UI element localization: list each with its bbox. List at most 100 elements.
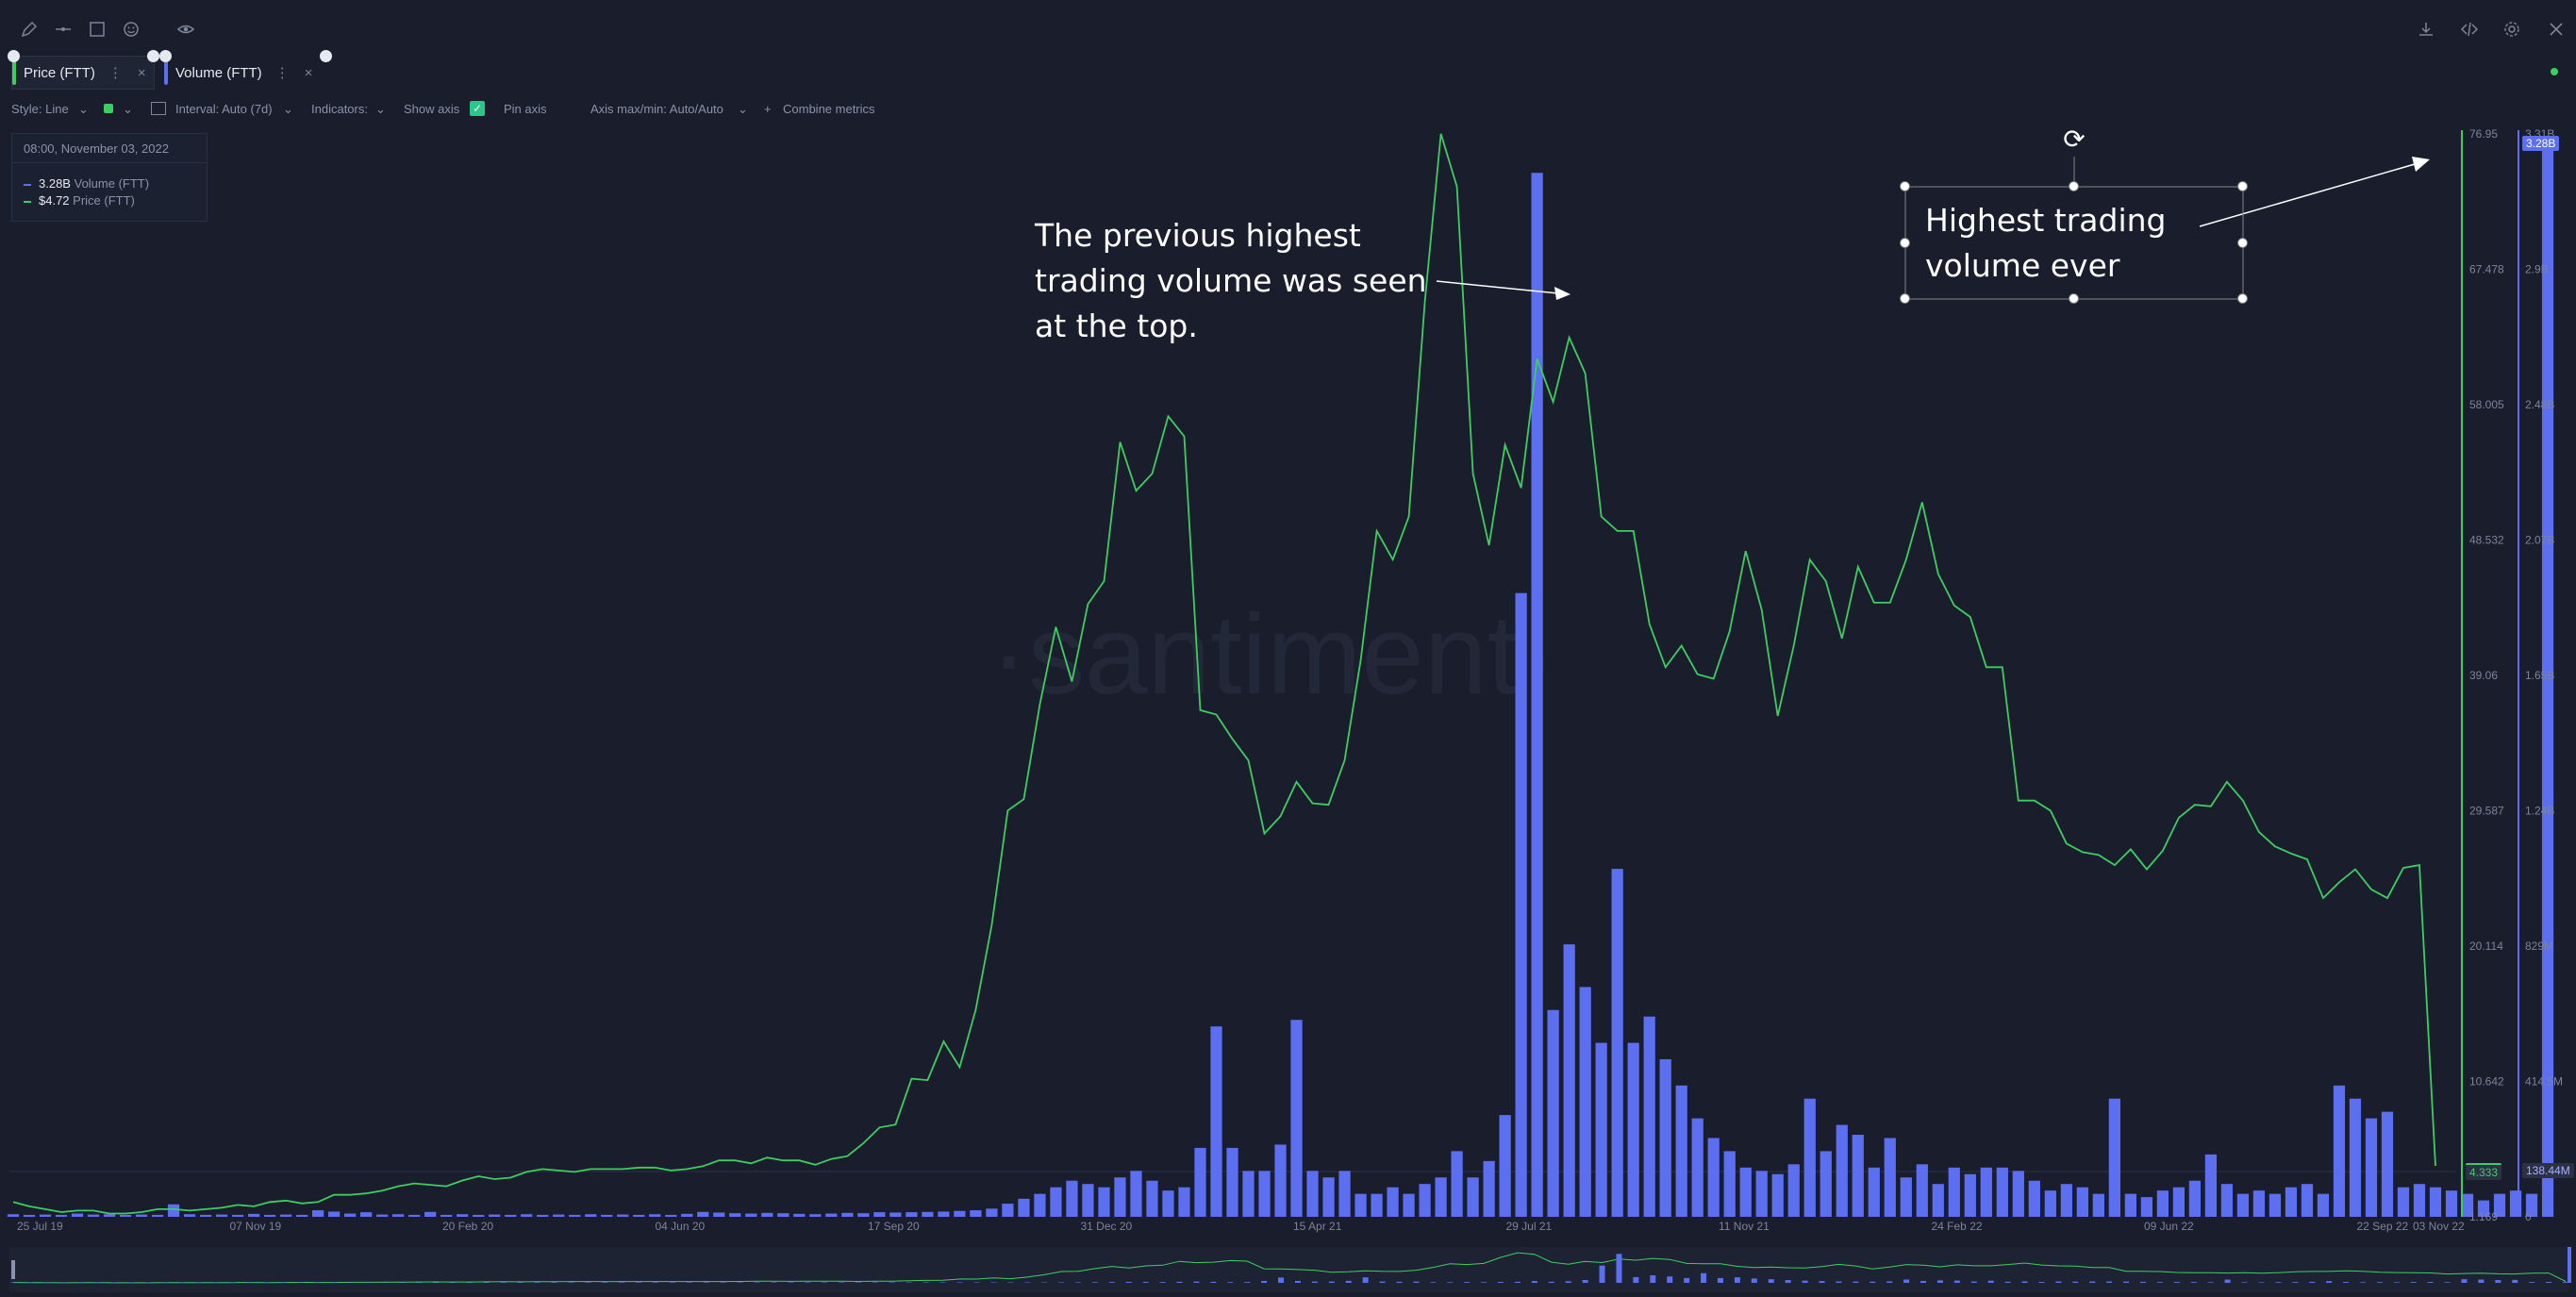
- navigator-volume-bar: [2139, 1281, 2146, 1283]
- annotation-highest-ever[interactable]: Highest trading volume ever: [1925, 198, 2166, 289]
- eye-icon[interactable]: [172, 15, 200, 43]
- navigator-volume-bar: [1886, 1281, 1893, 1283]
- volume-bar: [906, 1212, 918, 1217]
- more-icon[interactable]: ⋮: [108, 65, 123, 81]
- lock-icon[interactable]: [8, 50, 20, 62]
- volume-bar: [857, 1213, 870, 1217]
- note-icon[interactable]: [83, 15, 111, 43]
- x-axis-tick: 31 Dec 20: [1081, 1220, 1133, 1233]
- x-axis-tick: 11 Nov 21: [1719, 1220, 1770, 1233]
- navigator-volume-bar: [805, 1282, 811, 1283]
- navigator-volume-bar: [196, 1282, 203, 1283]
- price-axis-tick: 39.06: [2469, 669, 2498, 682]
- volume-bar: [1531, 173, 1543, 1217]
- more-icon[interactable]: ⋮: [274, 65, 290, 81]
- navigator-volume-bar: [2478, 1279, 2485, 1283]
- interval-select[interactable]: Interval: Auto (7d): [175, 102, 273, 116]
- gear-icon[interactable]: [2498, 15, 2526, 43]
- legend-volume: 3.28B Volume (FTT): [24, 176, 149, 191]
- volume-bar: [1499, 1115, 1511, 1217]
- resize-handle[interactable]: [1900, 181, 1910, 191]
- navigator-volume-bar: [2393, 1282, 2400, 1283]
- volume-bar: [2493, 1193, 2506, 1217]
- navigator-volume-bar: [2444, 1282, 2451, 1283]
- navigator-volume-bar: [1953, 1280, 1960, 1283]
- combine-metrics-button[interactable]: Combine metrics: [783, 102, 875, 116]
- resize-handle[interactable]: [2069, 293, 2079, 304]
- plus-icon[interactable]: +: [764, 102, 772, 116]
- navigator-volume-bar: [331, 1282, 338, 1283]
- volume-bar: [376, 1214, 389, 1217]
- navigator-volume-bar: [1548, 1281, 1554, 1283]
- legend-price: $4.72 Price (FTT): [24, 193, 135, 208]
- style-select[interactable]: Style: Line: [11, 102, 69, 116]
- navigator-volume-bar: [1294, 1280, 1301, 1283]
- axis-maxmin-select[interactable]: Axis max/min: Auto/Auto: [590, 102, 723, 116]
- chevron-down-icon[interactable]: ⌄: [375, 102, 386, 116]
- show-axis-label: Show axis: [404, 102, 460, 116]
- navigator-volume-bar: [2309, 1281, 2316, 1283]
- tab-volume[interactable]: Volume (FTT) ⋮ ×: [164, 56, 321, 90]
- horizontal-line-icon[interactable]: [49, 15, 77, 43]
- chevron-down-icon[interactable]: ⌄: [78, 102, 89, 116]
- navigator-volume-bar: [1870, 1281, 1876, 1283]
- navigator-volume-bar: [1498, 1282, 1504, 1283]
- lock-icon[interactable]: [159, 50, 172, 62]
- pin-axis-label[interactable]: Pin axis: [504, 102, 547, 116]
- lock-icon[interactable]: [147, 50, 159, 62]
- navigator-volume-bar: [1701, 1272, 1707, 1283]
- volume-bar: [1755, 1171, 1768, 1217]
- annotation-previous-high[interactable]: The previous highest trading volume was …: [1035, 213, 1427, 349]
- volume-bar: [2044, 1190, 2056, 1217]
- annotation-arrow-right: [2199, 163, 2416, 227]
- close-icon[interactable]: [2542, 15, 2570, 43]
- navigator-volume-bar: [1667, 1276, 1673, 1283]
- navigator-volume-bar: [754, 1282, 760, 1283]
- rotate-icon[interactable]: ⟳: [2063, 125, 2086, 154]
- navigator-volume-bar: [856, 1282, 862, 1283]
- navigator-volume-bar: [1041, 1282, 1048, 1283]
- color-swatch[interactable]: [104, 104, 113, 113]
- resize-handle[interactable]: [2069, 181, 2079, 191]
- chevron-down-icon[interactable]: ⌄: [738, 102, 748, 116]
- volume-axis-tick: 1.65B: [2525, 669, 2554, 682]
- volume-bar: [2108, 1098, 2120, 1217]
- navigator-volume-bar: [2241, 1282, 2248, 1283]
- volume-bar: [279, 1214, 292, 1217]
- close-icon[interactable]: ×: [304, 64, 313, 81]
- navigator-volume-bar: [466, 1282, 473, 1283]
- chevron-down-icon[interactable]: ⌄: [123, 102, 133, 116]
- volume-bar: [2028, 1180, 2040, 1217]
- volume-bar: [440, 1214, 453, 1217]
- navigator-handle-left[interactable]: [11, 1260, 15, 1279]
- navigator-volume-bar: [889, 1282, 895, 1283]
- navigator-volume-bar: [365, 1282, 372, 1283]
- indicators-select[interactable]: Indicators:: [311, 102, 368, 116]
- chevron-down-icon[interactable]: ⌄: [283, 102, 293, 116]
- volume-bar: [295, 1214, 308, 1217]
- show-axis-checkbox[interactable]: ✓: [470, 101, 485, 116]
- navigator-handle-right[interactable]: [2568, 1247, 2571, 1283]
- pencil-icon[interactable]: [15, 15, 43, 43]
- code-icon[interactable]: [2455, 15, 2484, 43]
- resize-handle[interactable]: [2237, 293, 2248, 304]
- navigator-volume-bar: [2055, 1281, 2062, 1283]
- resize-handle[interactable]: [1900, 293, 1910, 304]
- volume-bar: [7, 1214, 20, 1217]
- volume-bar: [1034, 1193, 1046, 1217]
- volume-bar: [1146, 1180, 1158, 1217]
- navigator-volume-bar: [1176, 1281, 1183, 1283]
- current-price-badge: 4.333: [2466, 1163, 2502, 1180]
- lock-icon[interactable]: [320, 50, 332, 62]
- close-icon[interactable]: ×: [137, 64, 146, 81]
- tab-price[interactable]: Price (FTT) ⋮ ×: [11, 56, 155, 90]
- navigator-volume-bar: [246, 1282, 253, 1283]
- resize-handle[interactable]: [2237, 181, 2248, 191]
- resize-handle[interactable]: [1900, 238, 1910, 248]
- resize-handle[interactable]: [2237, 238, 2248, 248]
- download-icon[interactable]: [2412, 15, 2440, 43]
- price-axis-tick: 48.532: [2469, 534, 2504, 547]
- navigator-volume-bar: [1531, 1281, 1537, 1283]
- emoji-icon[interactable]: [117, 15, 145, 43]
